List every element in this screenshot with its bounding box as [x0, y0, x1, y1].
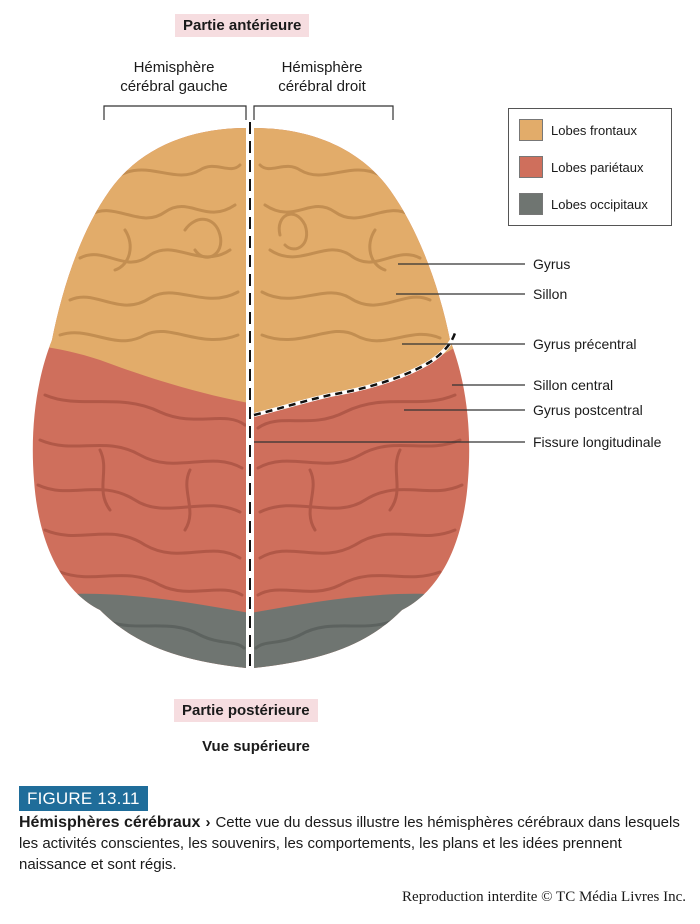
legend: Lobes frontaux Lobes pariétaux Lobes occ…: [508, 108, 672, 226]
callout-gyrus-postcentral: Gyrus postcentral: [533, 402, 643, 418]
legend-label-frontal: Lobes frontaux: [551, 122, 638, 138]
anterior-label: Partie antérieure: [175, 14, 310, 37]
copyright-credit: Reproduction interdite © TC Média Livres…: [402, 889, 686, 905]
right-hemisphere-bracket: [253, 105, 394, 120]
right-hemisphere-label: Hémisphère cérébral droit: [247, 58, 397, 96]
right-hemisphere: [254, 128, 470, 668]
legend-swatch-occipital: [519, 193, 543, 215]
central-sulcus-line: [253, 332, 457, 417]
right-hemisphere-label-line2: cérébral droit: [278, 78, 366, 95]
left-hemisphere-label: Hémisphère cérébral gauche: [99, 58, 249, 96]
legend-item-occipital: Lobes occipitaux: [519, 192, 648, 216]
figure-title: Hémisphères cérébraux: [19, 814, 201, 831]
left-hemisphere-label-line2: cérébral gauche: [120, 78, 228, 95]
legend-item-parietal: Lobes pariétaux: [519, 155, 644, 179]
view-label: Vue supérieure: [202, 738, 310, 755]
legend-item-frontal: Lobes frontaux: [519, 118, 637, 142]
callout-gyrus-precentral: Gyrus précentral: [533, 336, 637, 352]
callout-sillon: Sillon: [533, 286, 568, 302]
legend-label-parietal: Lobes pariétaux: [551, 159, 644, 175]
posterior-label: Partie postérieure: [174, 699, 318, 722]
figure-number: FIGURE 13.11: [19, 786, 148, 811]
legend-swatch-parietal: [519, 156, 543, 178]
left-hemisphere-bracket: [103, 105, 247, 120]
left-hemisphere: [32, 128, 246, 668]
figure-caption: Hémisphères cérébraux › Cette vue du dessu…: [19, 812, 687, 875]
left-hemisphere-label-line1: Hémisphère: [133, 59, 215, 76]
callout-gyrus: Gyrus: [533, 256, 571, 272]
figure-text: Cette vue du dessus illustre les hémisph…: [19, 814, 680, 873]
callout-sillon-central: Sillon central: [533, 377, 614, 393]
caption-arrow-icon: ›: [205, 814, 211, 831]
callout-lines: [254, 263, 525, 443]
right-hemisphere-label-line1: Hémisphère: [281, 59, 363, 76]
legend-swatch-frontal: [519, 119, 543, 141]
callout-fissure-longitudinale: Fissure longitudinale: [533, 434, 662, 450]
legend-label-occipital: Lobes occipitaux: [551, 196, 648, 212]
